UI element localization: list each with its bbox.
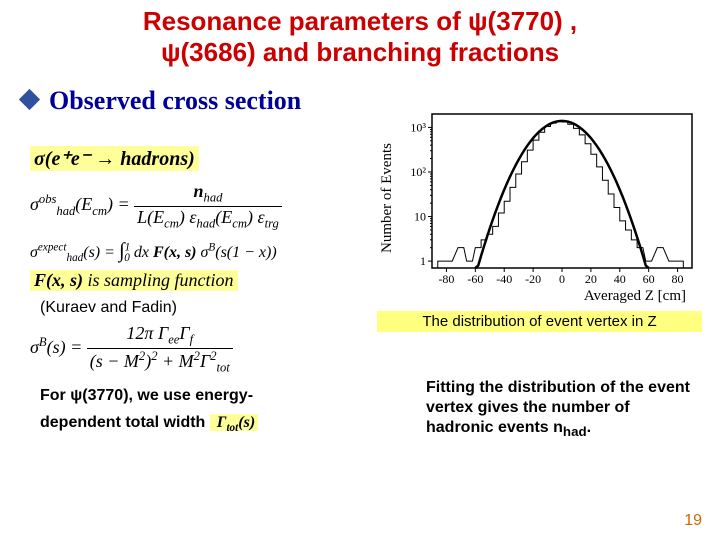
gt2: Γ	[217, 414, 227, 431]
d1o: (s − M	[90, 351, 139, 371]
section-text: Observed cross section	[49, 86, 301, 115]
bsup2: B	[39, 336, 47, 350]
dx: dx	[134, 244, 149, 261]
svg-text:10³: 10³	[410, 120, 426, 134]
had-sub2: had	[66, 252, 83, 264]
sampling-text: is sampling function	[83, 270, 234, 290]
vertex-chart: Number of Events 1 10 10² 10³ -80 -60 -40 -20 0 2…	[377, 108, 702, 332]
fit-description: Fitting the distribution of the event ve…	[426, 378, 696, 441]
svg-text:-20: -20	[525, 272, 541, 286]
sigma-hadrons-text: σ(e⁺e⁻ → hadrons)	[34, 148, 195, 170]
tot2: tot	[226, 422, 238, 434]
page-number: 19	[684, 512, 702, 530]
twelve-pi: 12π	[126, 323, 153, 343]
f: f	[190, 333, 194, 347]
svg-text:40: 40	[614, 272, 626, 286]
s-arg: (s)	[83, 244, 100, 261]
title-line-2: ψ(3686) and branching fractions	[20, 37, 700, 68]
lum-open: L(E	[137, 207, 164, 227]
sarg2: (s)	[47, 338, 66, 358]
eq-sign: =	[117, 194, 134, 214]
cm-sub: cm	[92, 204, 107, 218]
formula-sigma-b: σB(s) = 12π ΓeeΓf (s − M2)2 + M2Γ2tot	[30, 323, 350, 375]
svg-text:-40: -40	[496, 272, 512, 286]
kuraev-citation: (Kuraev and Fadin)	[40, 299, 350, 317]
gee: Γ	[158, 323, 168, 343]
for1: For ψ(3770), we use energy-	[40, 387, 253, 404]
svg-text:1: 1	[420, 254, 426, 268]
trg: trg	[265, 216, 279, 230]
plus: +	[157, 351, 178, 371]
fxs: F(x, s)	[153, 244, 197, 261]
svg-text:-80: -80	[438, 272, 454, 286]
x-axis-label: Averaged Z [cm]	[377, 288, 702, 305]
cm-sub3: cm	[232, 216, 247, 230]
sb2: σ	[30, 338, 39, 358]
sarg3: (s)	[238, 414, 255, 431]
for-psi-text: For ψ(3770), we use energy- dependent to…	[40, 382, 350, 438]
formula-sigma-obs: σobshad(Ecm) = nhad L(Ecm) εhad(Ecm) εtr…	[30, 181, 350, 231]
eps-had: had	[196, 216, 215, 230]
fraction-sigma-b: 12π ΓeeΓf (s − M2)2 + M2Γ2tot	[87, 323, 233, 375]
svg-text:60: 60	[643, 272, 655, 286]
paren-close: )	[107, 194, 113, 214]
chart-caption: The distribution of event vertex in Z	[377, 311, 702, 332]
svg-text:10: 10	[414, 210, 426, 224]
chart-svg: 1 10 10² 10³ -80 -60 -40 -20 0 20 40 60 80	[398, 108, 698, 288]
title-line-1: Resonance parameters of ψ(3770) ,	[20, 6, 700, 37]
s1x: (s(1 − x))	[215, 244, 276, 261]
formula-sampling: F(x, s) is sampling function	[30, 270, 350, 291]
sigma-sym: σ	[30, 194, 39, 214]
svg-text:10²: 10²	[410, 165, 426, 179]
fxs2: F(x, s)	[34, 270, 83, 290]
formula-sigma-hadrons: σ(e⁺e⁻ → hadrons)	[30, 146, 350, 171]
fit-had: had	[563, 424, 587, 439]
cm-sub2: cm	[164, 216, 179, 230]
slide-title: Resonance parameters of ψ(3770) , ψ(3686…	[0, 0, 720, 72]
ecm-open: (E	[75, 194, 92, 214]
tot1: tot	[216, 361, 229, 375]
int-low: 0	[124, 252, 130, 264]
svg-text:0: 0	[559, 272, 565, 286]
svg-text:80: 80	[672, 272, 684, 286]
fit-dot: .	[587, 419, 591, 436]
for2: dependent total width	[40, 414, 205, 431]
fraction-obs: nhad L(Ecm) εhad(Ecm) εtrg	[134, 181, 282, 231]
eps2: ε	[257, 207, 264, 227]
svg-text:20: 20	[585, 272, 597, 286]
m2: M	[179, 351, 194, 371]
svg-text:-60: -60	[467, 272, 483, 286]
ee: ee	[168, 333, 179, 347]
fit-main: Fitting the distribution of the event ve…	[426, 379, 690, 436]
formula-sigma-expect: σexpecthad(s) = ∫10 dx F(x, s) σB(s(1 − …	[30, 239, 350, 264]
n-sym: n	[194, 181, 204, 201]
nhad-sub: had	[204, 191, 223, 205]
obs-sup: obs	[39, 192, 57, 206]
y-axis-label: Number of Events	[377, 108, 398, 288]
formula-block: σ(e⁺e⁻ → hadrons) σobshad(Ecm) = nhad L(…	[30, 140, 350, 438]
gf: Γ	[179, 323, 189, 343]
gt: Γ	[200, 351, 210, 371]
exp-sup: expect	[38, 242, 67, 254]
had-sub: had	[56, 204, 75, 218]
bullet-diamond-icon	[19, 89, 40, 110]
